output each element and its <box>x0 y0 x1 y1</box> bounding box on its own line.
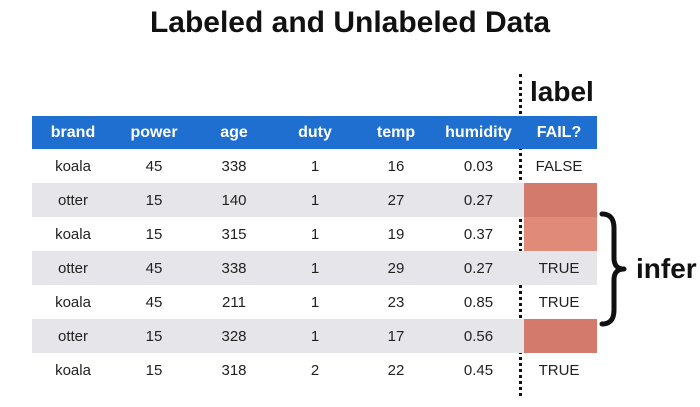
data-table: brand power age duty temp humidity FAIL?… <box>32 116 597 387</box>
cell-duty: 1 <box>274 319 356 353</box>
infer-label: infer <box>636 253 697 284</box>
cell-fail: TRUE <box>521 251 597 285</box>
cell-brand: koala <box>55 225 91 243</box>
cell-age: 338 <box>194 251 274 285</box>
cell-power: 15 <box>145 361 163 379</box>
cell-humidity: 0.37 <box>463 225 494 243</box>
cell-humidity: 0.56 <box>436 319 521 353</box>
cell-fail-unlabeled <box>521 183 597 217</box>
right-curly-brace-icon <box>599 211 627 327</box>
cell-age: 211 <box>222 293 246 311</box>
table-row: koala 15 318 2 22 0.45 TRUE <box>32 353 597 387</box>
column-header-humidity: humidity <box>436 116 521 149</box>
cell-duty: 1 <box>274 251 356 285</box>
missing-label-highlight <box>524 319 597 353</box>
cell-humidity: 0.45 <box>463 361 494 379</box>
table-row: otter 15 140 1 27 0.27 <box>32 183 597 217</box>
column-header-power: power <box>114 116 194 149</box>
cell-power: 15 <box>114 319 194 353</box>
cell-temp: 27 <box>356 183 436 217</box>
cell-age: 338 <box>221 157 247 175</box>
cell-humidity: 0.27 <box>436 251 521 285</box>
cell-power: 15 <box>114 183 194 217</box>
cell-brand: otter <box>32 319 114 353</box>
table-body: koala 45 338 1 16 0.03 FALSE otter 15 140 1 27 0.27 k… <box>32 149 597 387</box>
cell-duty: 1 <box>310 293 320 311</box>
cell-duty: 1 <box>310 225 320 243</box>
header-row: brand power age duty temp humidity FAIL? <box>32 116 597 149</box>
column-header-duty: duty <box>274 116 356 149</box>
cell-temp: 22 <box>387 361 405 379</box>
column-header-temp: temp <box>356 116 436 149</box>
cell-age: 140 <box>194 183 274 217</box>
cell-age: 328 <box>194 319 274 353</box>
slide-title: Labeled and Unlabeled Data <box>149 6 551 39</box>
missing-label-highlight <box>524 183 597 217</box>
column-header-age: age <box>194 116 274 149</box>
cell-fail: TRUE <box>538 293 580 311</box>
cell-fail: TRUE <box>538 361 580 379</box>
cell-temp: 16 <box>387 157 405 175</box>
cell-humidity: 0.03 <box>463 157 494 175</box>
table-row: koala 45 211 1 23 0.85 TRUE <box>32 285 597 319</box>
cell-temp: 19 <box>387 225 405 243</box>
cell-power: 45 <box>145 157 163 175</box>
column-header-fail: FAIL? <box>521 116 597 149</box>
cell-fail: FALSE <box>535 157 583 175</box>
cell-age: 318 <box>221 361 247 379</box>
cell-duty: 2 <box>310 361 320 379</box>
table-row: otter 15 328 1 17 0.56 <box>32 319 597 353</box>
cell-duty: 1 <box>274 183 356 217</box>
cell-temp: 29 <box>356 251 436 285</box>
cell-power: 45 <box>114 251 194 285</box>
cell-power: 15 <box>145 225 163 243</box>
cell-power: 45 <box>145 293 163 311</box>
cell-duty: 1 <box>310 157 320 175</box>
cell-brand: koala <box>55 157 91 175</box>
table-row: koala 45 338 1 16 0.03 FALSE <box>32 149 597 183</box>
table-row: otter 45 338 1 29 0.27 TRUE <box>32 251 597 285</box>
missing-label-highlight <box>524 217 597 251</box>
cell-age: 315 <box>221 225 247 243</box>
cell-temp: 17 <box>356 319 436 353</box>
cell-humidity: 0.27 <box>436 183 521 217</box>
table-row: koala 15 315 1 19 0.37 <box>32 217 597 251</box>
column-header-brand: brand <box>32 116 114 149</box>
cell-brand: otter <box>32 251 114 285</box>
cell-humidity: 0.85 <box>463 293 494 311</box>
cell-fail-unlabeled <box>521 319 597 353</box>
cell-fail-unlabeled <box>521 217 597 251</box>
cell-brand: koala <box>55 361 91 379</box>
label-heading: label <box>530 76 594 107</box>
cell-brand: otter <box>32 183 114 217</box>
label-divider-dotted-line <box>519 74 522 396</box>
cell-temp: 23 <box>387 293 405 311</box>
cell-brand: koala <box>55 293 91 311</box>
